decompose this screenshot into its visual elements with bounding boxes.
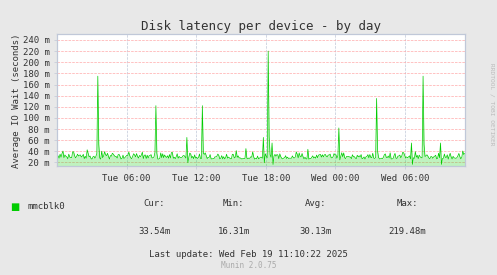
- Text: 16.31m: 16.31m: [218, 227, 249, 236]
- Text: RRDTOOL / TOBI OETIKER: RRDTOOL / TOBI OETIKER: [490, 63, 495, 146]
- Text: 30.13m: 30.13m: [300, 227, 331, 236]
- Title: Disk latency per device - by day: Disk latency per device - by day: [141, 20, 381, 33]
- Text: ■: ■: [10, 202, 19, 212]
- Text: Min:: Min:: [223, 199, 245, 208]
- Text: Max:: Max:: [397, 199, 418, 208]
- Text: Cur:: Cur:: [143, 199, 165, 208]
- Text: Avg:: Avg:: [305, 199, 327, 208]
- Text: 33.54m: 33.54m: [138, 227, 170, 236]
- Text: Munin 2.0.75: Munin 2.0.75: [221, 260, 276, 270]
- Text: 219.48m: 219.48m: [389, 227, 426, 236]
- Text: mmcblk0: mmcblk0: [27, 202, 65, 211]
- Text: Last update: Wed Feb 19 11:10:22 2025: Last update: Wed Feb 19 11:10:22 2025: [149, 250, 348, 259]
- Y-axis label: Average IO Wait (seconds): Average IO Wait (seconds): [12, 33, 21, 167]
